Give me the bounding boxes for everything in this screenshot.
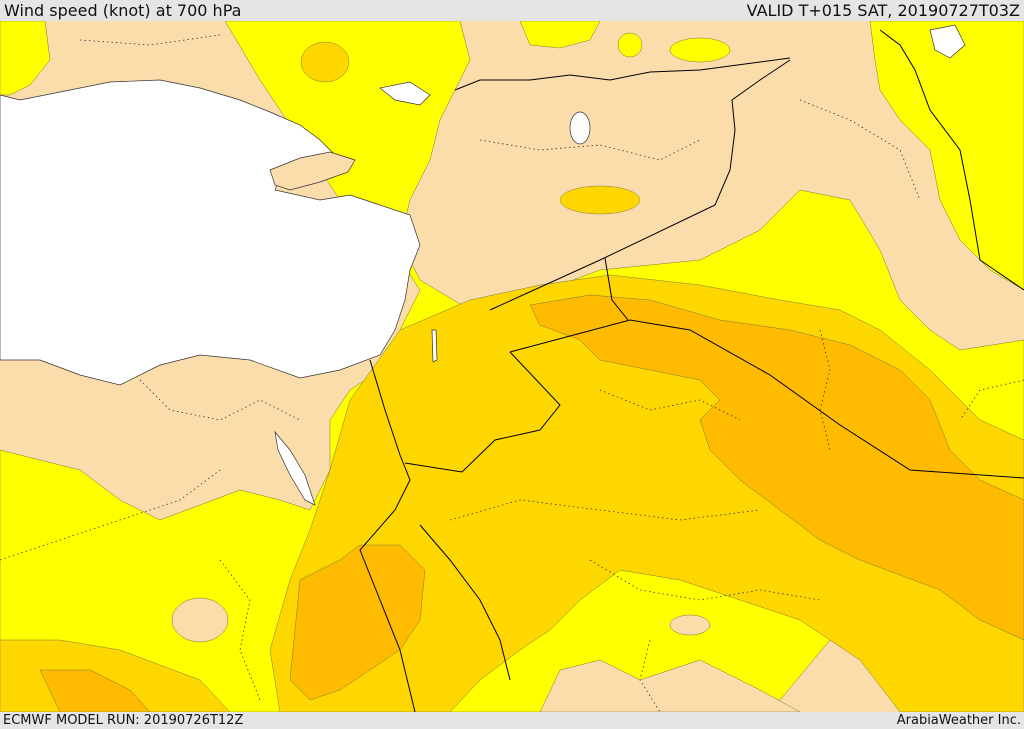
wind-high-region-sw	[39, 669, 151, 712]
border-jordan-saudi	[509, 319, 1024, 479]
dotted-border-5	[0, 469, 221, 561]
wind-low-region-nw	[0, 21, 51, 96]
dotted-border-6	[139, 379, 301, 421]
border-jordan-east	[604, 257, 629, 321]
dotted-border-11	[79, 34, 221, 46]
country-borders	[359, 29, 1024, 712]
calm-patch-2	[669, 614, 711, 636]
wind-low-region-ne	[869, 21, 1024, 291]
border-jordan-south	[404, 351, 561, 473]
dead-sea	[431, 329, 438, 363]
dotted-border-3	[449, 499, 761, 521]
border-turkey-syria	[454, 57, 791, 91]
calm-patch	[171, 597, 229, 643]
lake-van	[569, 111, 591, 145]
lake-black-sea-edge	[379, 81, 431, 106]
credit: ArabiaWeather Inc.	[896, 713, 1021, 728]
wind-low-patch	[669, 37, 731, 63]
dotted-border-9	[639, 639, 661, 712]
calm-patch-4	[559, 185, 641, 215]
red-sea-gulf	[274, 430, 316, 506]
wind-map[interactable]	[0, 21, 1024, 712]
caspian-edge	[929, 24, 966, 59]
border-syria-iraq	[489, 59, 791, 311]
dotted-border-1	[479, 139, 701, 161]
header-bar: Wind speed (knot) at 700 hPa VALID T+015…	[0, 0, 1024, 21]
map-title: Wind speed (knot) at 700 hPa	[4, 1, 242, 20]
cyprus	[269, 151, 356, 191]
wind-map-svg	[0, 21, 1024, 712]
calm-patch-3	[539, 659, 801, 712]
calm-patch-5	[300, 41, 350, 83]
border-saudi-coast	[419, 524, 511, 681]
border-egypt-israel	[359, 359, 416, 712]
valid-time: VALID T+015 SAT, 20190727T03Z	[746, 1, 1020, 20]
wind-high-region	[529, 294, 1024, 641]
border-iran-iraq	[879, 29, 1024, 291]
dotted-border-12	[959, 379, 1024, 421]
wind-low-patch-2	[617, 32, 643, 58]
province-borders	[0, 34, 1024, 712]
wind-low-region-n	[519, 21, 601, 49]
model-run: ECMWF MODEL RUN: 20190726T12Z	[3, 713, 244, 728]
dotted-border-2	[599, 389, 741, 421]
footer-bar: ECMWF MODEL RUN: 20190726T12Z ArabiaWeat…	[0, 712, 1024, 729]
